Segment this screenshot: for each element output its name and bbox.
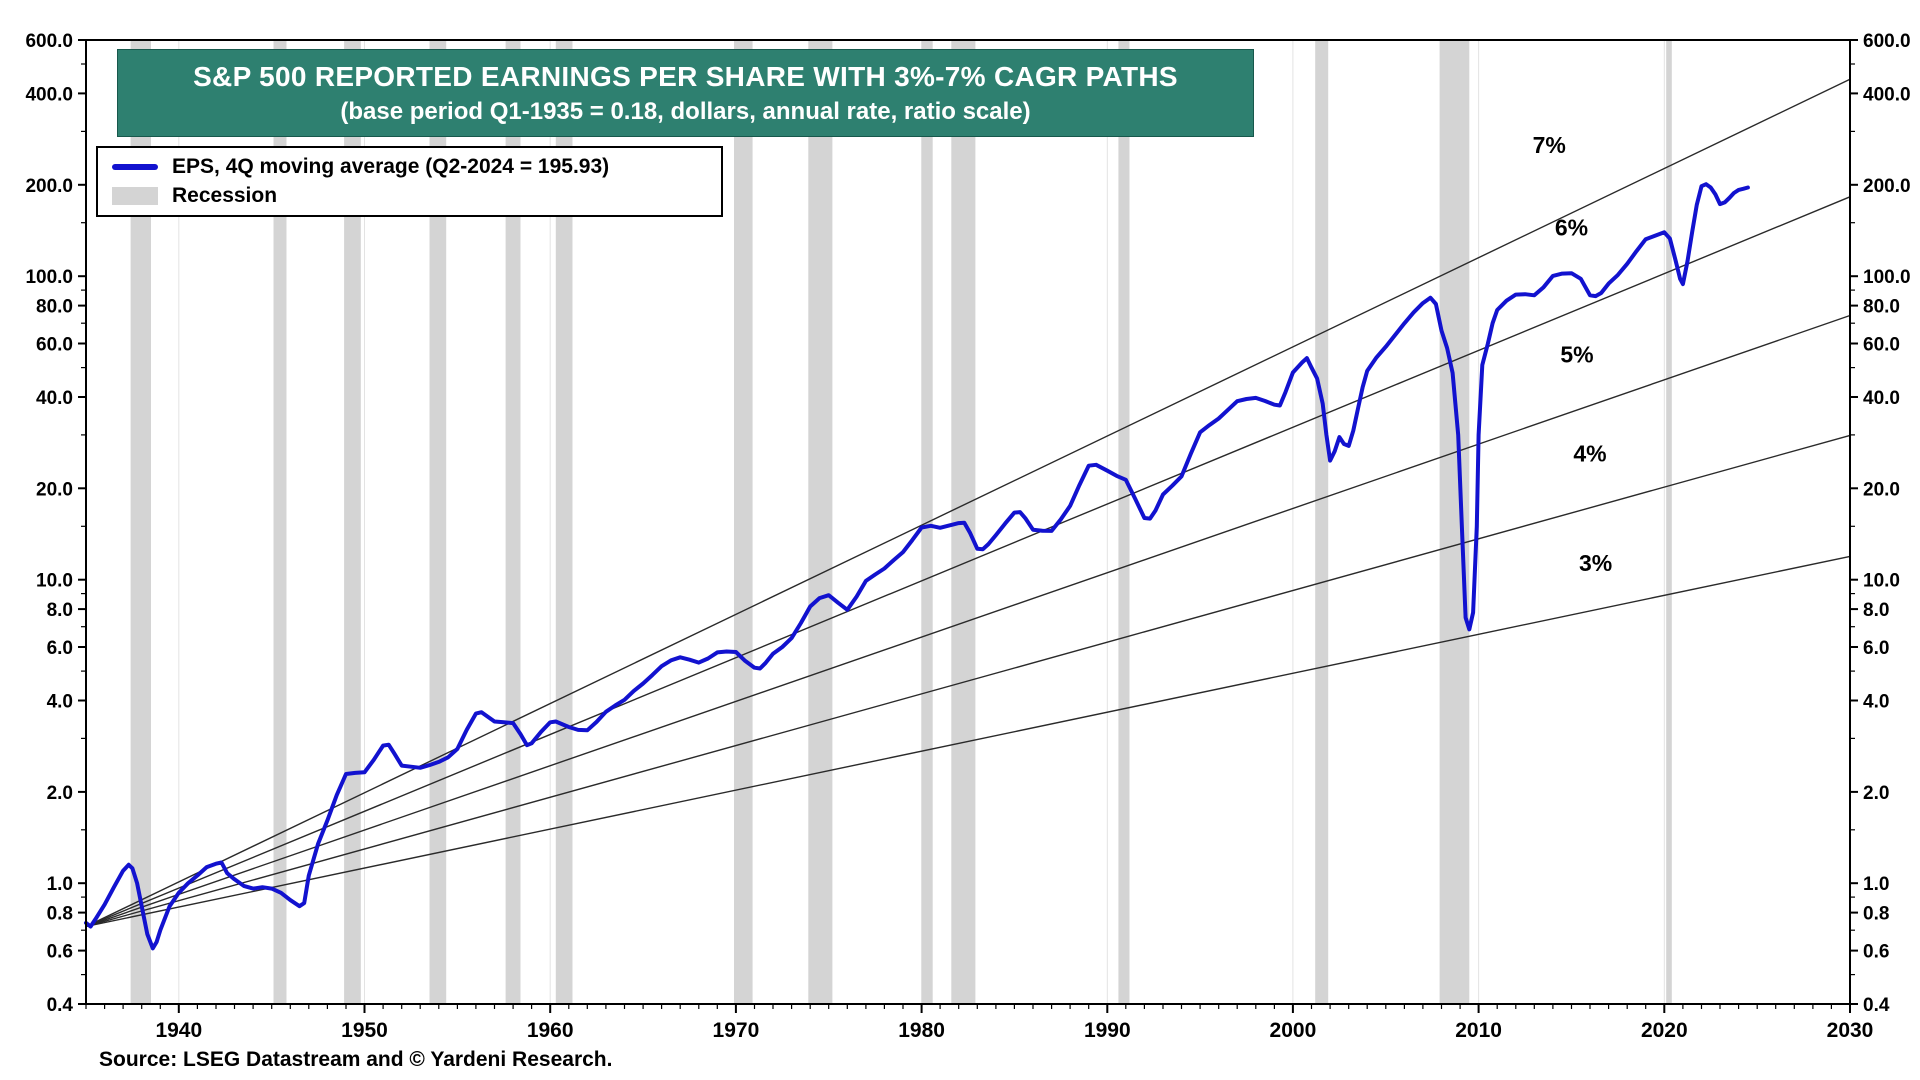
x-tick-label: 1980	[898, 1019, 945, 1042]
y-tick-label-left: 0.6	[47, 942, 73, 963]
recession-band	[734, 40, 753, 1004]
x-tick-label: 2030	[1827, 1019, 1874, 1042]
recession-band	[344, 40, 361, 1004]
eps-line-swatch	[112, 164, 158, 170]
y-tick-label-left: 0.8	[47, 904, 73, 925]
y-tick-label-right: 4.0	[1863, 692, 1889, 713]
y-tick-label-right: 8.0	[1863, 600, 1889, 621]
y-tick-label-right: 60.0	[1863, 335, 1900, 356]
chart-title-box: S&P 500 REPORTED EARNINGS PER SHARE WITH…	[117, 49, 1254, 137]
recession-swatch	[112, 187, 158, 205]
x-axis-ticks: 1940 1950 1960 1970 1980 1990 2000 2010 2020 2030	[85, 1004, 1874, 1042]
y-tick-label-right: 10.0	[1863, 571, 1900, 592]
recession-band	[1118, 40, 1130, 1004]
y-tick-label-right: 2.0	[1863, 783, 1889, 804]
cagr-lines: 3% 4% 5% 6% 7%	[85, 78, 1851, 928]
legend-row-recession: Recession	[112, 184, 707, 208]
y-tick-label-right: 0.4	[1863, 995, 1890, 1016]
legend-row-eps: EPS, 4Q moving average (Q2-2024 = 195.93…	[112, 155, 707, 179]
x-tick-label: 2020	[1641, 1019, 1688, 1042]
x-tick-label: 1970	[713, 1019, 760, 1042]
x-tick-label: 1940	[155, 1019, 202, 1042]
cagr-label-6pct: 6%	[1555, 215, 1588, 241]
recession-band	[273, 40, 287, 1004]
y-tick-label-right: 6.0	[1863, 638, 1889, 659]
y-tick-label-right: 1.0	[1863, 874, 1889, 895]
x-tick-label: 1960	[527, 1019, 574, 1042]
eps-line	[84, 182, 1750, 951]
y-tick-label-right: 40.0	[1863, 388, 1900, 409]
y-tick-label-left: 20.0	[36, 479, 73, 500]
y-tick-label-left: 6.0	[47, 638, 73, 659]
y-tick-label-right: 400.0	[1863, 84, 1911, 105]
cagr-line-5pct	[85, 314, 1851, 928]
chart-subtitle: (base period Q1-1935 = 0.18, dollars, an…	[340, 97, 1031, 125]
cagr-label-3pct: 3%	[1579, 550, 1612, 576]
source-note: Source: LSEG Datastream and © Yardeni Re…	[99, 1048, 613, 1071]
recession-bands	[130, 40, 1672, 1004]
y-tick-label-left: 600.0	[25, 31, 73, 52]
x-tick-label: 2010	[1455, 1019, 1502, 1042]
cagr-label-5pct: 5%	[1560, 341, 1593, 367]
y-axis-ticks: 600.0 600.0 400.0 400.0 200.0 200.0 100.0 100.0…	[25, 31, 1910, 1016]
y-tick-label-left: 2.0	[47, 783, 73, 804]
y-tick-label-left: 1.0	[47, 874, 73, 895]
y-tick-label-right: 200.0	[1863, 176, 1911, 197]
y-tick-label-right: 80.0	[1863, 297, 1900, 318]
recession-band	[808, 40, 833, 1004]
y-tick-label-right: 600.0	[1863, 31, 1911, 52]
recession-band	[1439, 40, 1470, 1004]
y-tick-label-left: 80.0	[36, 297, 73, 318]
x-tick-label: 1950	[341, 1019, 388, 1042]
cagr-label-7pct: 7%	[1533, 132, 1566, 158]
y-tick-label-right: 0.6	[1863, 942, 1889, 963]
legend-box: EPS, 4Q moving average (Q2-2024 = 195.93…	[96, 146, 723, 217]
y-tick-label-left: 8.0	[47, 600, 73, 621]
y-tick-label-left: 4.0	[47, 692, 73, 713]
y-tick-label-left: 40.0	[36, 388, 73, 409]
y-tick-label-right: 0.8	[1863, 904, 1889, 925]
y-tick-label-left: 400.0	[25, 84, 73, 105]
y-tick-label-left: 200.0	[25, 176, 73, 197]
y-tick-label-right: 20.0	[1863, 479, 1900, 500]
cagr-line-6pct	[85, 196, 1851, 928]
cagr-line-7pct	[85, 78, 1851, 928]
recession-band	[505, 40, 521, 1004]
y-tick-label-right: 100.0	[1863, 267, 1911, 288]
y-tick-label-left: 10.0	[36, 571, 73, 592]
y-tick-label-left: 100.0	[25, 267, 73, 288]
x-tick-label: 2000	[1270, 1019, 1317, 1042]
legend-recession-label: Recession	[172, 184, 278, 207]
chart-title: S&P 500 REPORTED EARNINGS PER SHARE WITH…	[193, 60, 1178, 92]
cagr-label-4pct: 4%	[1573, 441, 1606, 467]
y-tick-label-left: 0.4	[47, 995, 74, 1016]
recession-band	[130, 40, 151, 1004]
x-tick-label: 1990	[1084, 1019, 1131, 1042]
recession-band	[1666, 40, 1672, 1004]
cagr-line-4pct	[85, 434, 1851, 928]
plot-frame	[85, 39, 1851, 1005]
cagr-line-3pct	[85, 555, 1851, 928]
y-tick-label-left: 60.0	[36, 335, 73, 356]
legend-eps-label: EPS, 4Q moving average (Q2-2024 = 195.93…	[172, 155, 610, 178]
recession-band	[1315, 40, 1329, 1004]
